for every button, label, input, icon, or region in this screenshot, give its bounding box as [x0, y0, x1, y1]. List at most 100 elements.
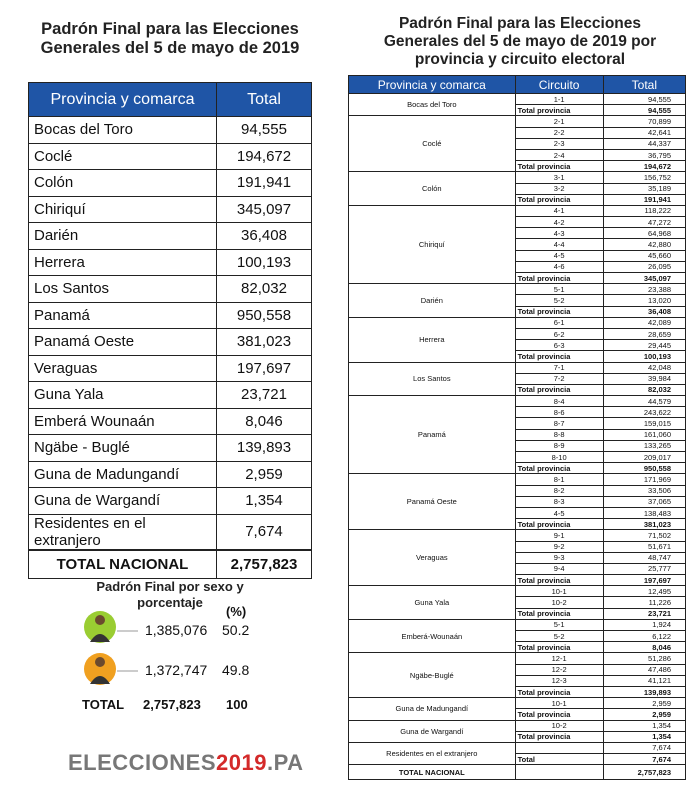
header-cell: Circuito: [514, 75, 604, 94]
sex-total-label: TOTAL: [82, 697, 125, 712]
circuit-row: 2-4 36,795: [349, 148, 687, 162]
circuit-total: 23,388: [602, 283, 687, 296]
circuit: 5-1: [514, 283, 604, 296]
total-label: Total provincia: [514, 160, 604, 173]
province: Guna Yala: [28, 381, 217, 409]
circuit-total: 33,506: [602, 484, 687, 497]
total-label: Total provincia: [514, 350, 604, 363]
circuit-row: 7-2 39,984: [349, 372, 687, 385]
circuit-row: Coclé 2-1 70,899: [348, 115, 687, 173]
province: Herrera: [28, 248, 217, 276]
circuit-total: 7,674: [602, 741, 687, 755]
province: Emberá Wounaán: [28, 407, 217, 435]
total-label: Total provincia: [514, 193, 604, 206]
province: Chiriquí: [348, 204, 516, 285]
male-count: 1,372,747: [145, 662, 208, 678]
left-title: Padrón Final para las Elecciones General…: [40, 20, 300, 57]
circuit-total: 47,272: [602, 216, 687, 229]
circuit: 3-1: [514, 171, 604, 184]
sex-total-pct: 100: [226, 697, 248, 712]
total: 194,672: [216, 142, 312, 170]
province-total-row: Total provincia 194,672: [349, 160, 687, 173]
circuit: 8-3: [514, 495, 604, 508]
row: Guna Yala 23,721: [28, 381, 312, 409]
pct-header: (%): [226, 604, 247, 619]
total-label: Total: [514, 753, 604, 766]
circuit-total: 45,660: [602, 249, 687, 262]
province-total: 381,023: [602, 518, 687, 531]
province: Guna Yala: [348, 585, 516, 620]
circuit-total: 2,959: [602, 697, 687, 710]
circuit-total: 118,222: [602, 204, 687, 218]
total-label: Total provincia: [514, 104, 604, 117]
province: Colón: [348, 171, 516, 206]
circuit: 5-2: [514, 294, 604, 307]
province-total: 194,672: [602, 160, 687, 173]
circuit-total: 70,899: [602, 115, 687, 128]
circuit-row: Panamá 8-4 44,579: [348, 395, 687, 475]
total-value: 2,757,823: [216, 548, 312, 579]
sex-total-count: 2,757,823: [143, 697, 201, 712]
circuit: 8-1: [514, 473, 604, 486]
circuit-total: 42,880: [602, 238, 687, 251]
total: 950,558: [216, 301, 312, 329]
circuit-row: 4-5 45,660: [349, 249, 687, 262]
circuit-total: 94,555: [602, 92, 687, 106]
circuit-total: 42,048: [602, 361, 687, 374]
total-label: TOTAL NACIONAL: [28, 548, 217, 579]
row: Coclé 194,672: [28, 142, 312, 170]
circuit: 4-1: [514, 204, 604, 218]
right-table: Provincia y comarca Circuito Total Bocas de…: [348, 75, 687, 781]
circuit: 8-6: [514, 406, 604, 419]
circuit-total: 243,622: [602, 406, 687, 419]
circuit-row: Bocas del Toro 1-1 94,555: [348, 92, 687, 117]
circuit: 4-5: [514, 249, 604, 262]
row: Guna de Madungandí 2,959: [28, 460, 312, 488]
total: 197,697: [216, 354, 312, 382]
circuit-total: 35,189: [602, 182, 687, 195]
male-head: [95, 657, 105, 667]
province-total-row: Total provincia 191,941: [349, 193, 687, 206]
circuit: 9-2: [514, 540, 604, 553]
logo-domain: .PA: [266, 750, 304, 775]
female-pct: 50.2: [222, 622, 250, 638]
row: Emberá Wounaán 8,046: [28, 407, 312, 435]
province: Coclé: [348, 115, 516, 173]
circuit-row: 4-3 64,968: [349, 227, 687, 240]
circuit-total: 71,502: [602, 529, 687, 542]
circuit: 4-2: [514, 216, 604, 229]
circuit-row: 10-2 11,226: [349, 596, 687, 609]
total-label: Total provincia: [514, 462, 604, 475]
circuit-total: 29,445: [602, 339, 687, 352]
circuit-total: 26,095: [602, 260, 687, 274]
total-label: Total provincia: [514, 730, 604, 743]
row: Herrera 100,193: [28, 248, 312, 276]
province-total-row: Total 7,674: [349, 753, 687, 766]
circuit-row: Guna de Madungandí 10-1 2,959: [348, 697, 687, 721]
row: Chiriquí 345,097: [28, 195, 312, 223]
province-total: 139,893: [602, 685, 687, 699]
total: 191,941: [216, 169, 312, 197]
circuit-total: 42,641: [602, 126, 687, 139]
circuit-total: 36,795: [602, 148, 687, 162]
circuit: 9-3: [514, 551, 604, 564]
total-label: Total provincia: [514, 641, 604, 654]
circuit-total: 25,777: [602, 562, 687, 576]
circuit-row: Herrera 6-1 42,089: [348, 316, 687, 363]
province: Panamá: [28, 301, 217, 329]
female-icon-bg: [84, 611, 116, 643]
circuit-row: Darién 5-1 23,388: [348, 283, 687, 318]
circuit: 5-2: [514, 629, 604, 643]
row: Bocas del Toro 94,555: [28, 116, 312, 144]
total-label: Total provincia: [514, 708, 604, 721]
province: Colón: [28, 169, 217, 197]
circuit: 9-1: [514, 529, 604, 542]
circuit: 8-2: [514, 484, 604, 497]
logo-year: 2019: [216, 750, 267, 775]
circuit-total: 48,747: [602, 551, 687, 564]
circuit-total: 138,483: [602, 506, 687, 520]
circuit-total: 44,579: [602, 395, 687, 408]
circuit: 6-1: [514, 316, 604, 329]
circuit: 8-8: [514, 428, 604, 441]
circuit-row: 4-6 26,095: [349, 260, 687, 274]
